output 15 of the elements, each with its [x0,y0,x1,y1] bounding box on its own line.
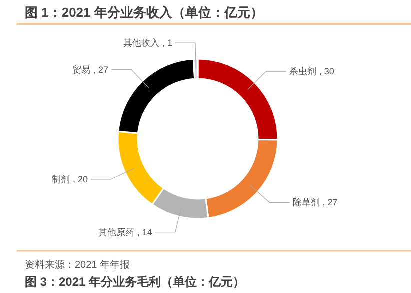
slice-label: 贸易 [72,64,90,75]
chart-title: 图 1：2021 年分业务收入（单位：亿元） [25,5,264,20]
caption: 图 3：2021 年分业务毛利（单位：亿元） [25,275,246,289]
slice-label: 杀虫剂 [289,66,316,77]
slice-label: 其他收入 [123,38,160,48]
text: 资料来源：2021 年年报 [25,259,130,271]
data-label: , 30 [319,66,334,77]
data-label: , 1 [162,38,172,48]
slice-label: 除草剂 [292,198,320,208]
data-label: , 20 [72,174,88,185]
data-label: , 27 [93,64,108,75]
data-label: , 14 [137,227,152,238]
data-label: , 27 [322,198,338,208]
slice-label: 其他原药 [98,227,134,238]
slice-label: 制剂 [52,174,70,185]
